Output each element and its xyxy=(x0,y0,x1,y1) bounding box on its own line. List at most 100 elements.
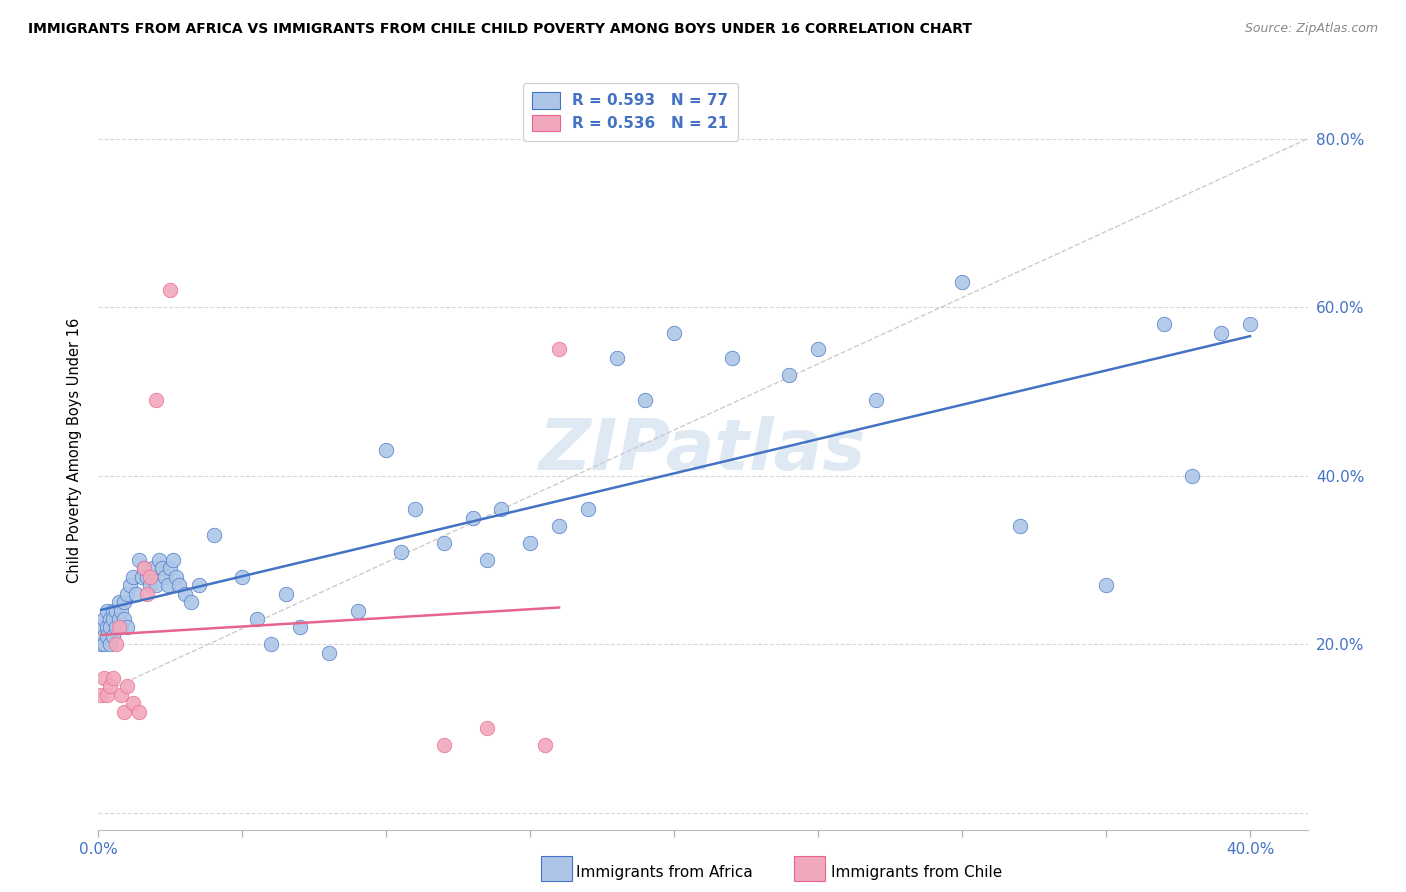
Point xyxy=(346,603,368,617)
Point xyxy=(98,620,121,634)
Text: Immigrants from Africa: Immigrants from Africa xyxy=(576,865,754,880)
Point xyxy=(491,502,513,516)
Point xyxy=(231,570,253,584)
Point xyxy=(548,343,571,357)
Point xyxy=(122,696,145,710)
Point xyxy=(159,561,181,575)
Point xyxy=(120,578,142,592)
Point xyxy=(107,612,129,626)
Point xyxy=(180,595,202,609)
Point xyxy=(93,637,115,651)
Point xyxy=(1181,468,1204,483)
Point xyxy=(145,578,167,592)
Point xyxy=(96,688,118,702)
Point xyxy=(107,620,129,634)
Point xyxy=(115,587,138,601)
Text: IMMIGRANTS FROM AFRICA VS IMMIGRANTS FROM CHILE CHILD POVERTY AMONG BOYS UNDER 1: IMMIGRANTS FROM AFRICA VS IMMIGRANTS FRO… xyxy=(28,22,972,37)
Text: ZIPatlas: ZIPatlas xyxy=(540,416,866,485)
Point xyxy=(634,392,657,407)
Point xyxy=(404,502,426,516)
Point xyxy=(664,326,686,340)
Point xyxy=(778,368,800,382)
Point xyxy=(101,612,124,626)
Point xyxy=(1095,578,1118,592)
Point xyxy=(150,561,173,575)
Point xyxy=(101,671,124,685)
Point xyxy=(246,612,269,626)
Legend: R = 0.593   N = 77, R = 0.536   N = 21: R = 0.593 N = 77, R = 0.536 N = 21 xyxy=(523,83,738,141)
Point xyxy=(433,739,456,753)
Point xyxy=(93,671,115,685)
Point xyxy=(98,679,121,693)
Point xyxy=(145,392,167,407)
Point xyxy=(142,561,165,575)
Point xyxy=(136,570,159,584)
Point xyxy=(720,351,742,365)
Point xyxy=(548,519,571,533)
Point xyxy=(131,570,153,584)
Point xyxy=(98,612,121,626)
Point xyxy=(606,351,628,365)
Point xyxy=(101,603,124,617)
Point xyxy=(475,553,498,567)
Point xyxy=(101,629,124,643)
Point xyxy=(139,578,162,592)
Point xyxy=(950,275,973,289)
Point xyxy=(162,553,184,567)
Point xyxy=(96,603,118,617)
Point xyxy=(128,553,150,567)
Text: Source: ZipAtlas.com: Source: ZipAtlas.com xyxy=(1244,22,1378,36)
Point xyxy=(122,570,145,584)
Point xyxy=(96,629,118,643)
Point xyxy=(112,705,135,719)
Point xyxy=(153,570,176,584)
Point xyxy=(110,603,132,617)
Point xyxy=(110,688,132,702)
Point xyxy=(112,595,135,609)
Point xyxy=(318,646,340,660)
Point xyxy=(90,620,112,634)
Point xyxy=(375,443,398,458)
Point xyxy=(461,511,484,525)
Point xyxy=(115,679,138,693)
Point xyxy=(125,587,148,601)
Point xyxy=(533,739,555,753)
Y-axis label: Child Poverty Among Boys Under 16: Child Poverty Among Boys Under 16 xyxy=(67,318,83,583)
Point xyxy=(288,620,311,634)
Point xyxy=(865,392,887,407)
Point xyxy=(202,527,225,541)
Point xyxy=(139,570,162,584)
Point xyxy=(475,722,498,736)
Point xyxy=(173,587,195,601)
Point xyxy=(93,629,115,643)
Point xyxy=(96,620,118,634)
Point xyxy=(104,603,127,617)
Point xyxy=(112,612,135,626)
Point xyxy=(167,578,190,592)
Point xyxy=(104,620,127,634)
Text: Immigrants from Chile: Immigrants from Chile xyxy=(831,865,1002,880)
Point xyxy=(148,553,170,567)
Point xyxy=(134,561,156,575)
Point xyxy=(136,587,159,601)
Point xyxy=(519,536,541,550)
Point xyxy=(165,570,187,584)
Point xyxy=(156,578,179,592)
Point xyxy=(188,578,211,592)
Point xyxy=(159,284,181,298)
Point xyxy=(260,637,283,651)
Point xyxy=(433,536,456,550)
Point xyxy=(128,705,150,719)
Point xyxy=(90,688,112,702)
Point xyxy=(389,544,412,558)
Point xyxy=(1239,317,1261,331)
Point xyxy=(104,637,127,651)
Point xyxy=(1211,326,1233,340)
Point xyxy=(576,502,599,516)
Point xyxy=(93,612,115,626)
Point xyxy=(110,620,132,634)
Point xyxy=(90,637,112,651)
Point xyxy=(1153,317,1175,331)
Point xyxy=(107,595,129,609)
Point xyxy=(134,561,156,575)
